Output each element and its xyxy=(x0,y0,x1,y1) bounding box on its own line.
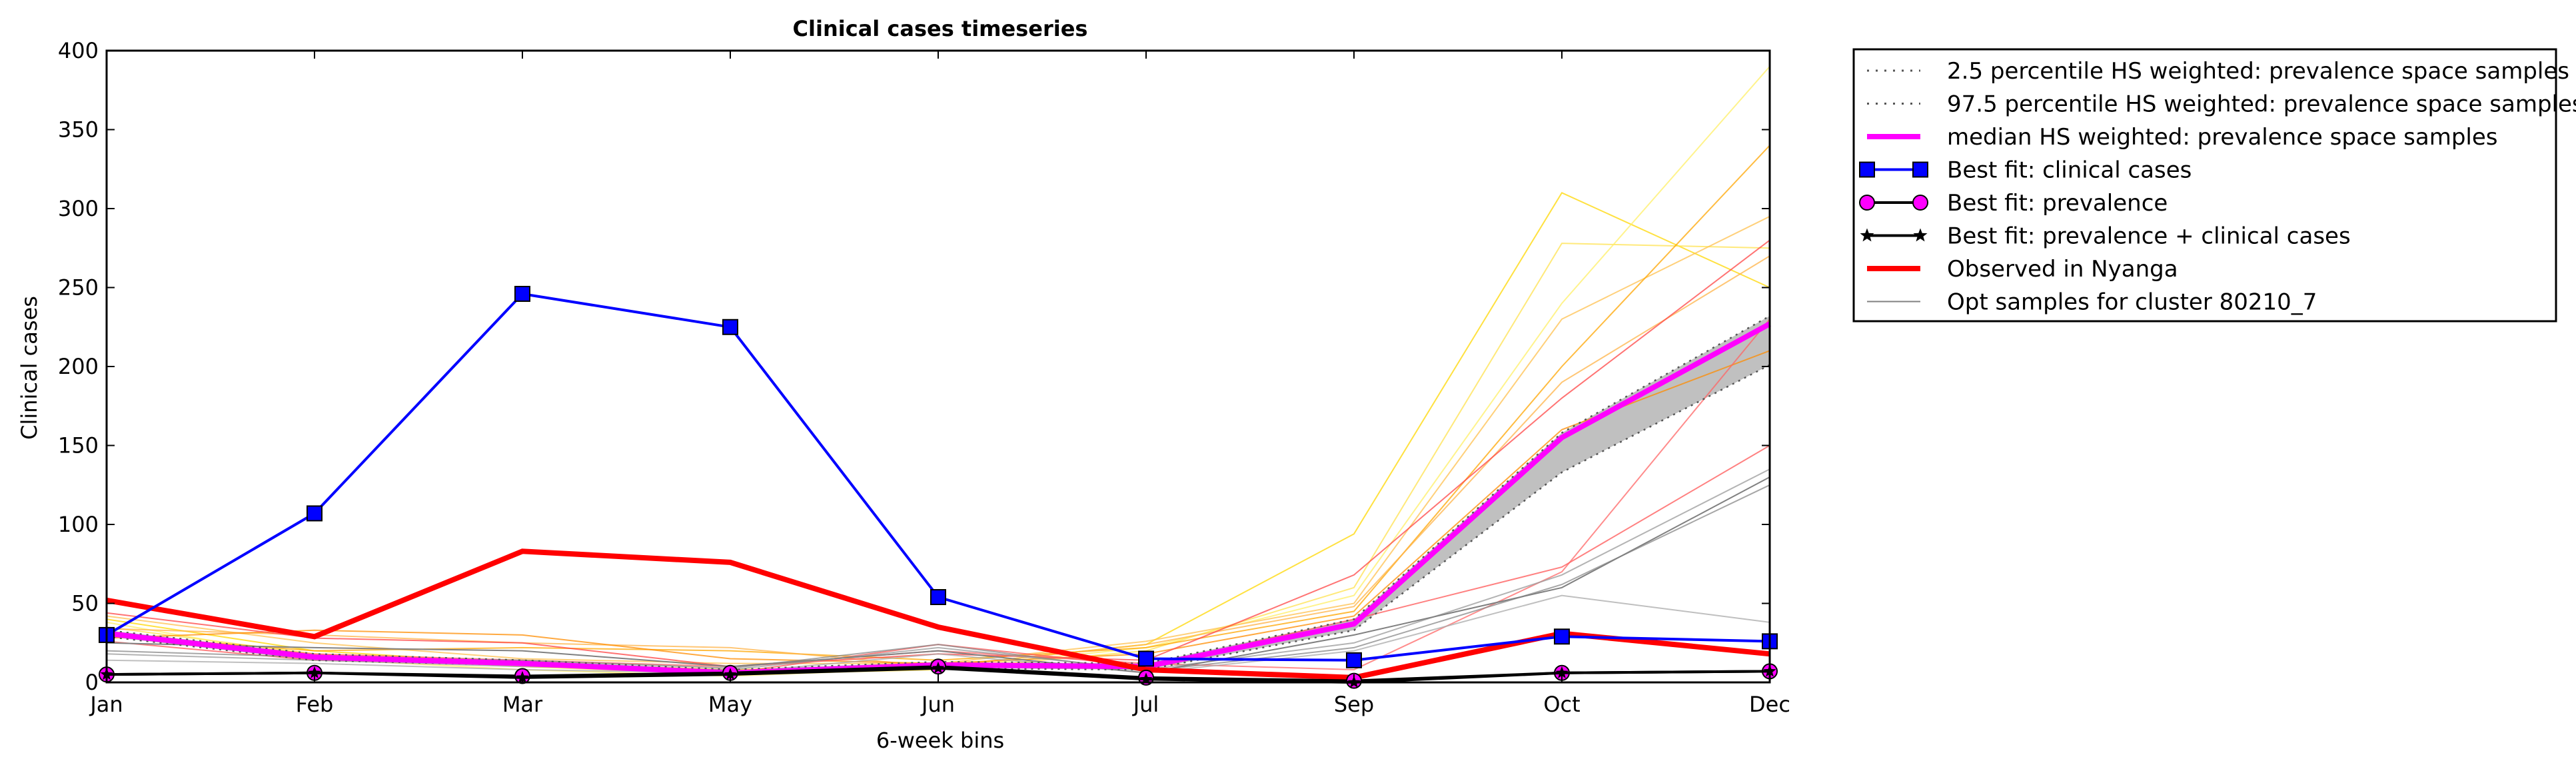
y-tick-label: 100 xyxy=(58,512,99,537)
legend-box xyxy=(1852,48,2557,323)
chart-title: Clinical cases timeseries xyxy=(793,16,1088,41)
best-fit-clinical-point xyxy=(307,505,322,522)
x-axis-label: 6-week bins xyxy=(876,728,1004,753)
legend-swatch-circle xyxy=(1912,195,1928,211)
axes: 0 50 100 150 200 250 300 350 400 Jan Feb Mar May Jun J… xyxy=(58,38,1790,717)
legend-label: 2.5 percentile HS weighted: prevalence s… xyxy=(1947,58,2569,85)
legend-swatch-star xyxy=(1913,228,1928,242)
legend-swatch-square xyxy=(1859,161,1875,178)
x-tick-label: Jul xyxy=(1132,692,1159,717)
y-axis-label: Clinical cases xyxy=(17,296,42,440)
plot-area xyxy=(107,51,1770,682)
y-tick-label: 400 xyxy=(58,38,99,63)
best-fit-clinical-point xyxy=(930,589,946,606)
y-tick-label: 350 xyxy=(58,117,99,143)
legend: 2.5 percentile HS weighted: prevalence s… xyxy=(1852,48,2576,323)
x-tick-label: Mar xyxy=(502,692,543,717)
x-tick-label: Jun xyxy=(920,692,955,717)
legend-label: median HS weighted: prevalence space sam… xyxy=(1947,124,2498,151)
y-tick-label: 150 xyxy=(58,433,99,458)
plot-background xyxy=(107,51,1770,682)
y-tick-label: 0 xyxy=(85,670,99,695)
best-fit-clinical-point xyxy=(1554,628,1570,645)
legend-label: Best fit: clinical cases xyxy=(1947,157,2192,184)
legend-swatch-square xyxy=(1912,161,1928,178)
y-tick-label: 50 xyxy=(71,591,99,616)
best-fit-combined-point xyxy=(308,666,321,678)
best-fit-clinical-point xyxy=(514,285,530,302)
x-tick-label: Feb xyxy=(296,692,334,717)
series-layer xyxy=(99,285,1778,689)
x-tick-label: Oct xyxy=(1543,692,1580,717)
x-tick-label: May xyxy=(708,692,752,717)
legend-label: Best fit: prevalence + clinical cases xyxy=(1947,223,2351,250)
best-fit-combined-point xyxy=(1555,666,1569,678)
best-fit-clinical-point xyxy=(1138,650,1154,667)
background-sample-line-11 xyxy=(106,468,1770,671)
y-tick-label: 300 xyxy=(58,196,99,221)
legend-label: Best fit: prevalence xyxy=(1947,190,2168,217)
legend-swatch-star xyxy=(1860,228,1874,242)
y-tick-label: 200 xyxy=(58,354,99,379)
x-tick-label: Dec xyxy=(1749,692,1790,717)
background-sample-line-12 xyxy=(106,594,1770,674)
best-fit-combined-point xyxy=(932,661,945,674)
observed-line xyxy=(106,548,1770,680)
opt-samples-line xyxy=(106,476,1770,674)
x-tick-label: Sep xyxy=(1334,692,1374,717)
best-fit-clinical-point xyxy=(722,319,738,335)
legend-swatch-circle xyxy=(1859,195,1875,211)
best-fit-clinical-point xyxy=(1346,652,1362,668)
legend-label: 97.5 percentile HS weighted: prevalence … xyxy=(1947,91,2576,118)
x-tick-label: Jan xyxy=(89,692,123,717)
y-tick-label: 250 xyxy=(58,275,99,301)
legend-label: Observed in Nyanga xyxy=(1947,256,2178,283)
legend-label: Opt samples for cluster 80210_7 xyxy=(1947,289,2317,316)
best-fit-combined-point xyxy=(724,668,737,680)
